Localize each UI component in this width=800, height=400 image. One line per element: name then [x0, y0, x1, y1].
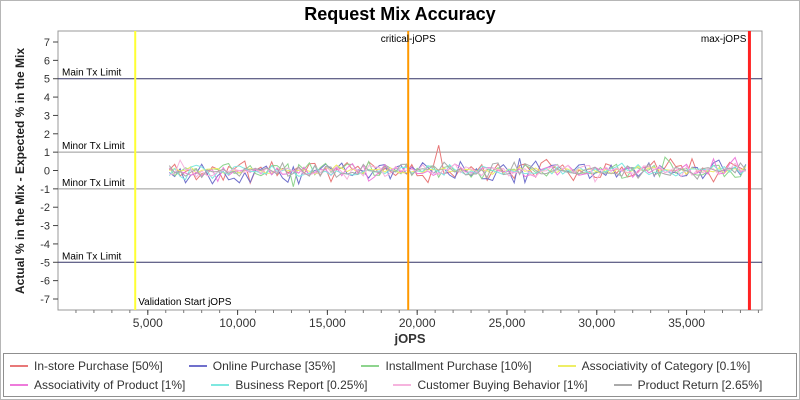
limit-line-label: Minor Tx Limit	[62, 141, 125, 152]
y-tick-label: 3	[44, 110, 50, 122]
legend-item: Customer Buying Behavior [1%]	[393, 377, 588, 392]
legend-item-label: In-store Purchase [50%]	[34, 358, 163, 373]
legend-row: In-store Purchase [50%] Online Purchase […	[8, 359, 792, 373]
y-tick-label: -2	[40, 202, 50, 214]
legend-item: Associativity of Category [0.1%]	[557, 358, 751, 373]
x-axis-label: jOPS	[394, 331, 426, 346]
y-tick-label: 2	[44, 129, 50, 141]
series-line	[168, 160, 747, 180]
vertical-marker-label: max-jOPS	[701, 34, 747, 45]
x-tick-label: 25,000	[489, 316, 526, 330]
y-tick-label: -3	[40, 221, 50, 233]
x-tick-label: 10,000	[219, 316, 256, 330]
x-tick-label: 35,000	[668, 316, 705, 330]
y-tick-label: -6	[40, 276, 50, 288]
x-tick-label: 15,000	[309, 316, 346, 330]
y-tick-label: -1	[40, 184, 50, 196]
legend-item: Business Report [0.25%]	[211, 378, 367, 392]
legend-item-label: Associativity of Product [1%]	[34, 377, 186, 392]
y-tick-label: 4	[44, 92, 50, 104]
y-tick-label: 6	[44, 55, 50, 67]
legend-item: Associativity of Product [1%]	[10, 378, 185, 392]
plot-area: Main Tx Limit Minor Tx Limit Minor Tx Limi…	[40, 30, 763, 330]
y-tick-label: 7	[44, 37, 50, 49]
legend-item-label: Associativity of Category [0.1%]	[581, 358, 751, 373]
limit-line-label: Minor Tx Limit	[62, 178, 125, 189]
legend-swatch	[211, 383, 230, 386]
legend-item-label: Installment Purchase [10%]	[385, 358, 532, 373]
legend-swatch	[393, 383, 412, 386]
legend-item: Product Return [2.65%]	[613, 377, 763, 392]
legend-swatch	[557, 364, 576, 367]
vertical-marker-label: critical-jOPS	[381, 34, 436, 45]
y-tick-label: -7	[40, 294, 50, 306]
legend-swatch	[613, 383, 632, 386]
legend-item: Online Purchase [35%]	[188, 358, 336, 373]
legend-item-label: Customer Buying Behavior [1%]	[417, 377, 588, 392]
y-tick-label: -5	[40, 257, 50, 269]
legend-item: Installment Purchase [10%]	[361, 358, 532, 373]
legend-swatch	[188, 364, 207, 367]
legend-swatch	[10, 364, 28, 367]
limit-line-label: Main Tx Limit	[62, 68, 121, 79]
legend-row: Associativity of Product [1%] Business Re…	[8, 378, 792, 392]
vertical-marker-label: Validation Start jOPS	[138, 297, 232, 308]
y-tick-label: 0	[44, 166, 50, 178]
y-tick-label: 5	[44, 74, 50, 86]
legend-swatch	[10, 383, 28, 386]
x-tick-label: 20,000	[399, 316, 436, 330]
legend: In-store Purchase [50%] Online Purchase […	[3, 353, 797, 397]
legend-item-label: Product Return [2.65%]	[637, 377, 763, 392]
legend-item: In-store Purchase [50%]	[10, 359, 163, 373]
x-tick-label: 5,000	[133, 316, 163, 330]
chart-title: Request Mix Accuracy	[304, 4, 496, 24]
legend-swatch	[361, 364, 380, 367]
limit-line-label: Main Tx Limit	[62, 251, 121, 262]
x-tick-label: 30,000	[578, 316, 615, 330]
legend-item-label: Online Purchase [35%]	[212, 358, 336, 373]
y-tick-label: 1	[44, 147, 50, 159]
y-tick-label: -4	[40, 239, 50, 251]
legend-item-label: Business Report [0.25%]	[235, 377, 368, 392]
